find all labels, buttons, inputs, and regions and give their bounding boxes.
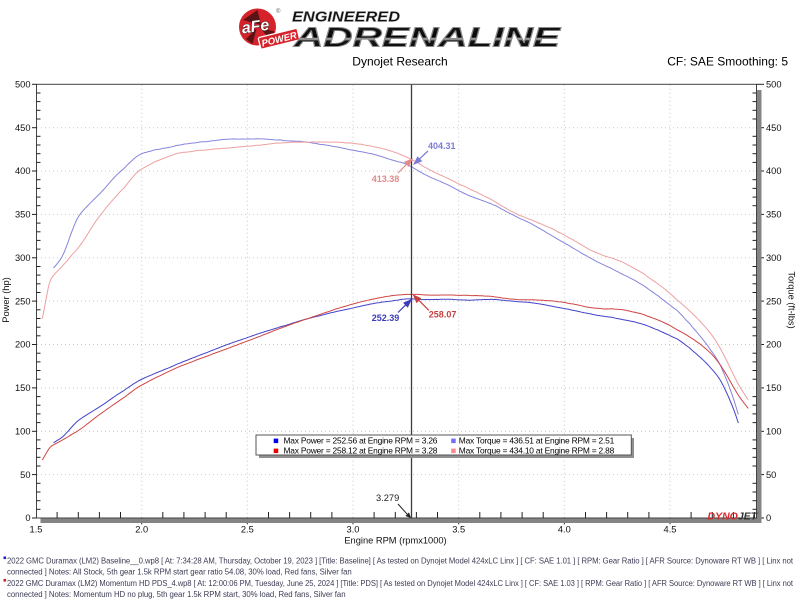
svg-text:500: 500: [766, 80, 782, 90]
svg-text:4.5: 4.5: [664, 525, 677, 535]
svg-text:450: 450: [766, 123, 782, 133]
svg-text:500: 500: [15, 80, 31, 90]
svg-text:3.5: 3.5: [452, 525, 465, 535]
svg-text:350: 350: [15, 210, 31, 220]
svg-text:413.38: 413.38: [372, 174, 400, 184]
svg-text:2.5: 2.5: [241, 525, 254, 535]
svg-text:aFe: aFe: [241, 17, 271, 38]
svg-text:0: 0: [766, 513, 771, 523]
svg-text:450: 450: [15, 123, 31, 133]
svg-text:2022 GMC Duramax (LM2) Momentu: 2022 GMC Duramax (LM2) Momentum HD PDS_4…: [7, 579, 794, 588]
svg-text:50: 50: [766, 470, 776, 480]
svg-text:100: 100: [15, 427, 31, 437]
svg-text:3.279: 3.279: [376, 493, 399, 503]
svg-text:300: 300: [766, 253, 782, 263]
svg-text:150: 150: [15, 383, 31, 393]
svg-text:250: 250: [766, 296, 782, 306]
svg-text:®: ®: [276, 8, 281, 15]
svg-text:2022 GMC Duramax (LM2) Baselin: 2022 GMC Duramax (LM2) Baseline__0.wp8 […: [7, 557, 794, 566]
svg-text:300: 300: [15, 253, 31, 263]
svg-text:Max Power = 258.12 at Engine R: Max Power = 258.12 at Engine RPM = 3.28: [284, 445, 438, 455]
svg-text:Dynojet Research: Dynojet Research: [352, 55, 447, 69]
svg-text:Power (hp): Power (hp): [1, 277, 11, 322]
svg-text:Torque (ft-lbs): Torque (ft-lbs): [787, 271, 797, 328]
svg-text:3.0: 3.0: [347, 525, 360, 535]
svg-text:350: 350: [766, 210, 782, 220]
svg-text:Max Torque = 436.51 at Engine: Max Torque = 436.51 at Engine RPM = 2.51: [459, 435, 615, 445]
svg-text:ENGINEERED: ENGINEERED: [292, 9, 400, 26]
svg-text:Engine RPM (rpmx1000): Engine RPM (rpmx1000): [344, 535, 446, 545]
svg-text:connected ] Notes: All Stock,: connected ] Notes: All Stock, 5th gear 1…: [7, 568, 352, 577]
svg-text:200: 200: [766, 340, 782, 350]
svg-text:ADRENALINE: ADRENALINE: [293, 22, 562, 53]
svg-text:CF: SAE Smoothing: 5: CF: SAE Smoothing: 5: [667, 55, 788, 69]
svg-text:100: 100: [766, 427, 782, 437]
svg-text:250: 250: [15, 296, 31, 306]
svg-text:400: 400: [766, 166, 782, 176]
svg-text:2.0: 2.0: [135, 525, 148, 535]
svg-text:150: 150: [766, 383, 782, 393]
svg-text:4.0: 4.0: [558, 525, 571, 535]
svg-text:Max Power = 252.56 at Engine R: Max Power = 252.56 at Engine RPM = 3.26: [284, 435, 438, 445]
svg-text:1.5: 1.5: [30, 525, 43, 535]
svg-text:258.07: 258.07: [429, 310, 457, 320]
svg-text:connected ] Notes: Momentum HD: connected ] Notes: Momentum HD no plug, …: [7, 590, 346, 599]
svg-text:Max Torque = 434.10 at Engine: Max Torque = 434.10 at Engine RPM = 2.88: [459, 445, 615, 455]
svg-text:DYNOJET: DYNOJET: [708, 511, 759, 523]
svg-text:0: 0: [25, 513, 30, 523]
svg-text:50: 50: [20, 470, 30, 480]
svg-text:404.31: 404.31: [428, 141, 456, 151]
svg-text:200: 200: [15, 340, 31, 350]
svg-text:400: 400: [15, 166, 31, 176]
svg-text:252.39: 252.39: [372, 313, 400, 323]
